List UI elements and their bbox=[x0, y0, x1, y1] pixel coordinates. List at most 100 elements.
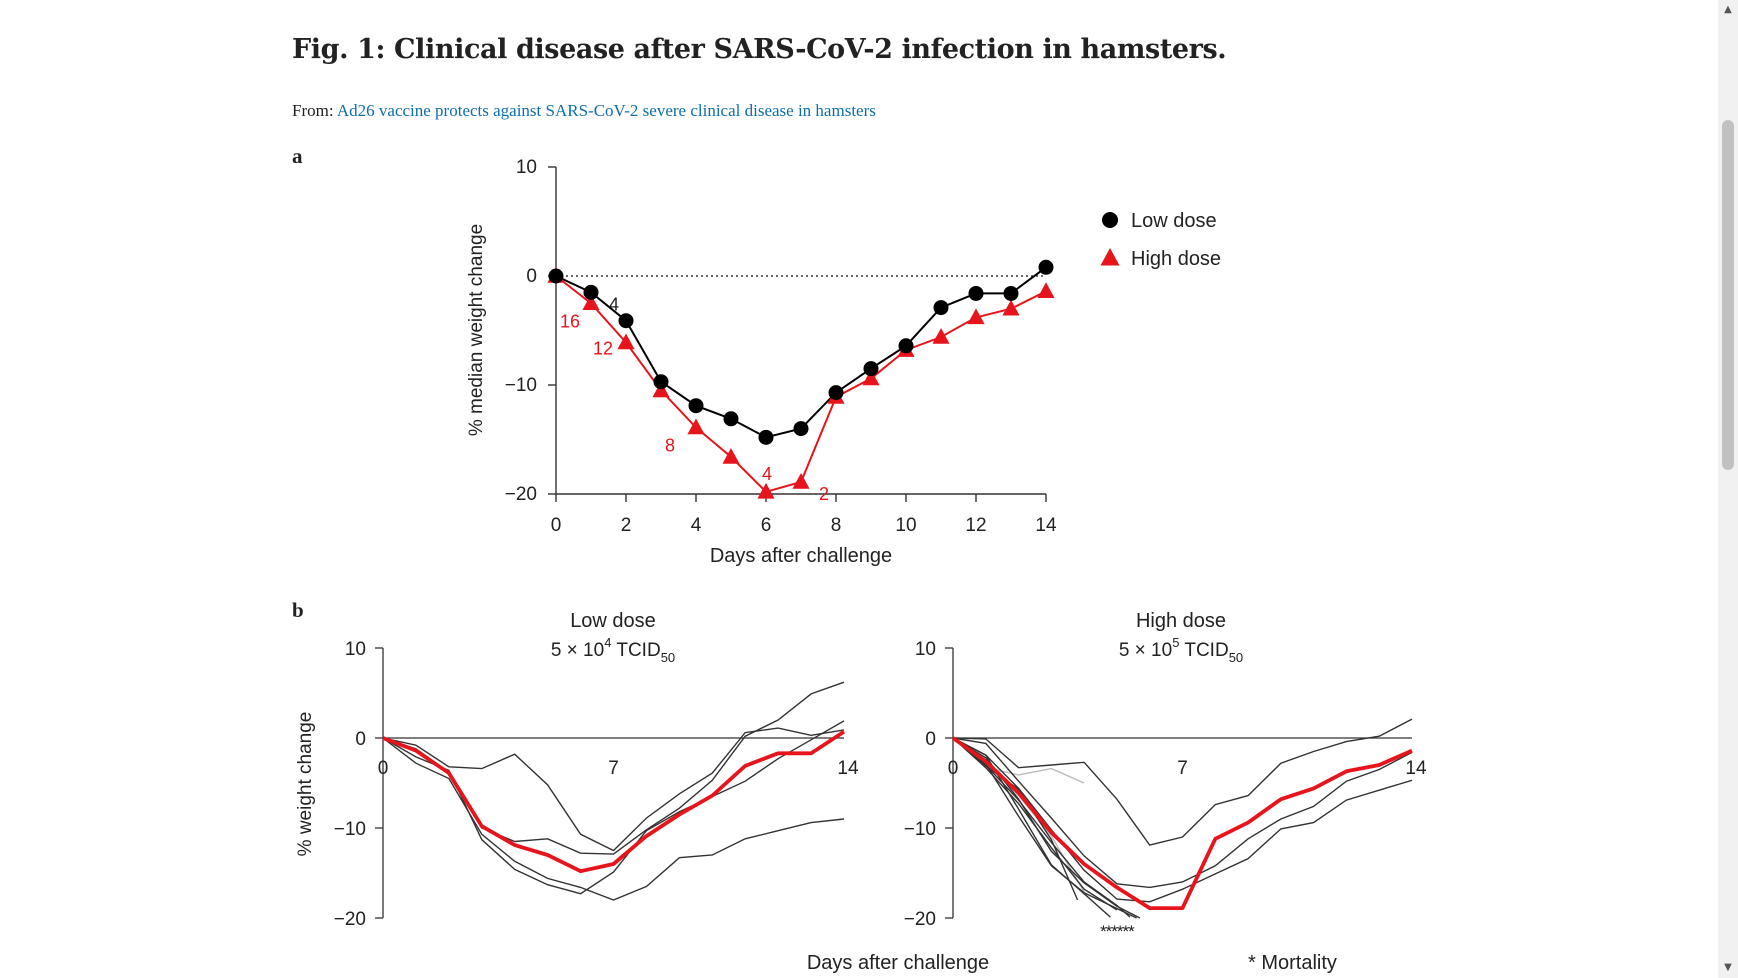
legend-triangle-icon bbox=[1100, 248, 1120, 266]
data-point-high-dose bbox=[652, 381, 670, 398]
chart-b-high-xtick-label: 7 bbox=[1177, 758, 1188, 779]
individual-animal-line bbox=[952, 737, 1141, 919]
page-title: Fig. 1: Clinical disease after SARS-CoV-… bbox=[292, 34, 1227, 65]
data-point-high-dose bbox=[967, 308, 985, 325]
data-point-low-dose bbox=[898, 338, 914, 354]
chart-a-ytick-label: 0 bbox=[526, 266, 537, 287]
data-point-low-dose bbox=[618, 313, 634, 329]
chart-a-ytick-label: −10 bbox=[505, 375, 537, 396]
source-label: From: bbox=[292, 101, 334, 120]
chart-a-xtick-label: 4 bbox=[691, 515, 702, 536]
individual-animal-line-faded bbox=[952, 737, 1085, 784]
chart-a-xtick-label: 12 bbox=[965, 515, 986, 536]
individual-animal-line bbox=[952, 737, 1131, 918]
legend-label-high-dose: High dose bbox=[1131, 248, 1221, 270]
legend-label-low-dose: Low dose bbox=[1131, 210, 1217, 232]
chart-a-count-label: 4 bbox=[609, 294, 619, 314]
data-point-low-dose bbox=[1003, 285, 1019, 301]
data-point-low-dose bbox=[758, 429, 774, 445]
chart-a-ylabel: % median weight change bbox=[466, 224, 487, 436]
chart-b-low-subtitle: 5 × 104 TCID50 bbox=[551, 635, 675, 665]
data-point-high-dose bbox=[792, 473, 810, 489]
chart-a-xtick-label: 8 bbox=[831, 515, 842, 536]
chart-b-high: 10 0 −10 −20 0 7 14 High dose 5 × 105 TCID50 ****… bbox=[904, 610, 1427, 941]
chart-b-high-subtitle: 5 × 105 TCID50 bbox=[1119, 635, 1243, 665]
data-point-low-dose bbox=[548, 268, 564, 284]
chart-b-high-ytick-label: 0 bbox=[925, 729, 936, 750]
subtitle-subscript: 50 bbox=[1229, 650, 1243, 665]
chart-b-high-ytick-label: 10 bbox=[915, 639, 936, 660]
chart-a-xtick-label: 6 bbox=[761, 515, 772, 536]
subtitle-unit: TCID bbox=[611, 640, 660, 661]
individual-animal-line bbox=[382, 737, 845, 901]
median-line bbox=[951, 736, 1413, 910]
chart-a-xtick-label: 0 bbox=[551, 515, 562, 536]
subtitle-subscript: 50 bbox=[661, 650, 675, 665]
scrollbar-thumb[interactable] bbox=[1722, 120, 1734, 470]
chart-a-count-label: 2 bbox=[819, 484, 829, 504]
data-point-high-dose bbox=[1002, 299, 1020, 316]
chart-a-xlabel: Days after challenge bbox=[710, 545, 892, 567]
scroll-down-arrow-icon[interactable]: ▼ bbox=[1724, 962, 1732, 973]
chart-b-high-ytick-label: −20 bbox=[904, 909, 936, 930]
chart-b-low-ytick-label: 10 bbox=[345, 639, 366, 660]
chart-b-low-xtick-label: 0 bbox=[378, 758, 389, 779]
mortality-note: * Mortality bbox=[1248, 952, 1337, 974]
vertical-scrollbar[interactable]: ▲ ▼ bbox=[1718, 0, 1738, 978]
subtitle-exponent: 4 bbox=[604, 635, 611, 650]
data-point-high-dose bbox=[932, 328, 950, 344]
data-point-high-dose bbox=[617, 333, 635, 350]
source-article-link[interactable]: Ad26 vaccine protects against SARS-CoV-2… bbox=[336, 101, 876, 120]
data-point-low-dose bbox=[863, 361, 879, 377]
data-point-low-dose bbox=[968, 285, 984, 301]
panel-label-b: b bbox=[292, 598, 304, 622]
data-point-low-dose bbox=[653, 374, 669, 390]
individual-animal-line bbox=[952, 737, 1079, 901]
subtitle-base: 5 × 10 bbox=[551, 640, 604, 661]
legend-circle-icon bbox=[1102, 212, 1118, 228]
subtitle-exponent: 5 bbox=[1172, 635, 1179, 650]
data-point-high-dose bbox=[722, 447, 740, 464]
data-point-low-dose bbox=[933, 300, 949, 316]
data-point-low-dose bbox=[688, 398, 704, 414]
chart-b-low-ytick-label: 0 bbox=[355, 729, 366, 750]
data-point-high-dose bbox=[687, 418, 705, 435]
chart-b-high-ytick-label: −10 bbox=[904, 819, 936, 840]
chart-b-low-ytick-label: −10 bbox=[334, 819, 366, 840]
data-point-high-dose bbox=[1037, 282, 1055, 299]
data-point-high-dose bbox=[582, 294, 600, 310]
chart-b-high-xtick-label: 0 bbox=[948, 758, 959, 779]
individual-animal-line bbox=[952, 737, 1413, 903]
chart-a-xtick-label: 10 bbox=[895, 515, 916, 536]
individual-animal-line bbox=[952, 737, 1111, 918]
subtitle-base: 5 × 10 bbox=[1119, 640, 1172, 661]
mortality-asterisks: ****** bbox=[1100, 922, 1135, 941]
chart-a-legend: Low dose High dose bbox=[1100, 210, 1221, 270]
data-point-low-dose bbox=[1038, 259, 1054, 275]
median-line bbox=[382, 730, 846, 874]
chart-a-ytick-label: −20 bbox=[505, 484, 537, 505]
data-point-high-dose bbox=[862, 369, 880, 386]
panel-label-a: a bbox=[292, 144, 303, 168]
chart-a-count-label: 12 bbox=[593, 338, 613, 358]
chart-a-xtick-label: 2 bbox=[621, 515, 632, 536]
chart-b-low-ylabel: % weight change bbox=[295, 712, 316, 857]
panel-b-xlabel: Days after challenge bbox=[807, 952, 989, 974]
individual-animal-line bbox=[382, 720, 845, 895]
chart-b-high-xtick-label: 14 bbox=[1405, 758, 1427, 779]
chart-a-count-label: 16 bbox=[560, 311, 580, 331]
individual-animal-line bbox=[952, 718, 1413, 846]
data-point-low-dose bbox=[723, 411, 739, 427]
chart-b-low-ytick-label: −20 bbox=[334, 909, 366, 930]
series-line-high-dose bbox=[555, 275, 1047, 493]
individual-animal-line bbox=[952, 737, 1413, 889]
subtitle-unit: TCID bbox=[1179, 640, 1228, 661]
chart-b-low-xtick-label: 14 bbox=[837, 758, 859, 779]
chart-a-ytick-label: 10 bbox=[516, 157, 537, 178]
chart-b-high-title: High dose bbox=[1136, 610, 1226, 632]
chart-a-xtick-label: 14 bbox=[1035, 515, 1057, 536]
data-point-low-dose bbox=[793, 421, 809, 437]
scroll-up-arrow-icon[interactable]: ▲ bbox=[1724, 4, 1732, 15]
data-point-low-dose bbox=[583, 284, 599, 300]
